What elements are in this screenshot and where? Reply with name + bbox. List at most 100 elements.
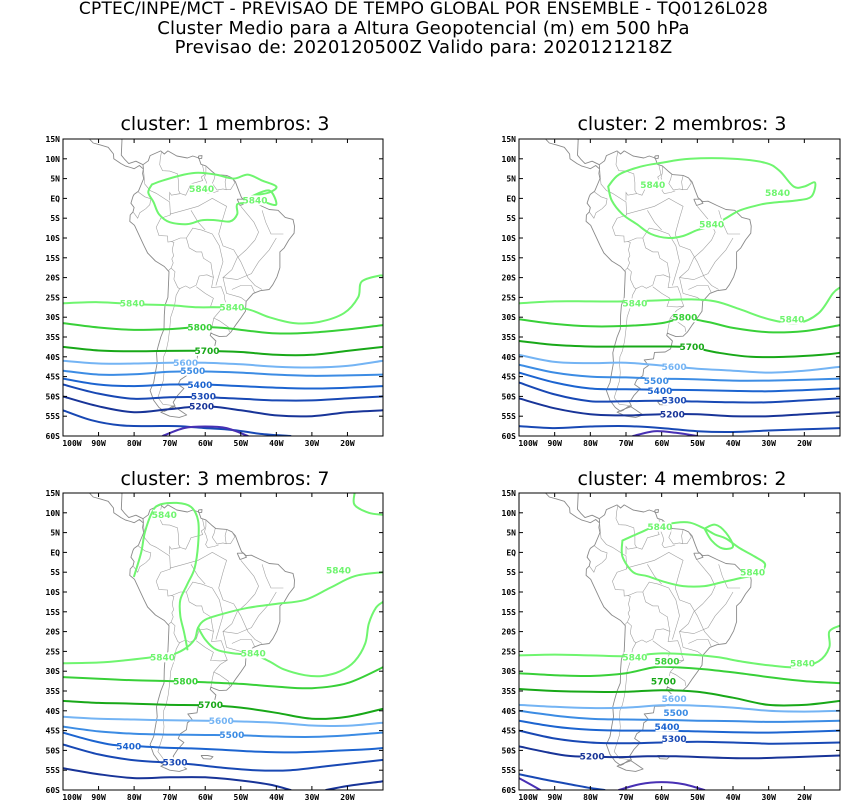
lat-tick-label: 40S	[502, 707, 517, 716]
lat-tick-label: 45S	[502, 727, 517, 736]
lon-tick-label: 50W	[690, 439, 705, 448]
lat-tick-label: 15S	[502, 254, 517, 263]
lat-tick-label: 15N	[46, 135, 61, 144]
contour-5400	[519, 371, 840, 393]
lon-tick-label: 100W	[62, 793, 81, 802]
header-line-2: Cluster Medio para a Altura Geopotencial…	[157, 18, 690, 39]
coastline-trinidad	[654, 155, 659, 159]
country-border	[647, 210, 662, 231]
country-border	[678, 560, 734, 634]
contour-label-bg	[623, 298, 647, 309]
lat-tick-label: 20S	[502, 274, 517, 283]
contour-label-5800: 5800	[654, 658, 679, 668]
lon-tick-label: 100W	[62, 439, 81, 448]
lon-tick-label: 70W	[619, 439, 634, 448]
contour-label-bg	[680, 341, 704, 352]
contour-5840	[197, 600, 383, 678]
contour-label-5500: 5500	[180, 367, 205, 377]
lon-tick-label: 30W	[761, 793, 776, 802]
contour-label-5800: 5800	[173, 677, 198, 687]
contour-5500	[63, 369, 383, 377]
lon-tick-label: 70W	[619, 793, 634, 802]
lat-tick-label: 60S	[502, 432, 517, 441]
lon-tick-label: 80W	[127, 793, 142, 802]
country-border	[222, 277, 247, 302]
contour-label-5300: 5300	[662, 397, 687, 407]
contour-label-5600: 5600	[173, 359, 198, 369]
coastline-central-america	[576, 139, 600, 166]
contour-5800	[63, 666, 383, 690]
lat-tick-label: 25S	[502, 647, 517, 656]
contour-5200	[63, 395, 383, 418]
contour-5400	[63, 731, 383, 754]
contour-label-5200: 5200	[660, 411, 685, 421]
lat-tick-label: 20S	[502, 628, 517, 637]
country-border	[688, 639, 712, 648]
contour-5400	[519, 719, 840, 734]
lon-tick-label: 20W	[797, 793, 812, 802]
country-border	[159, 151, 181, 201]
map-frame	[62, 492, 384, 791]
contour-5300	[63, 409, 292, 436]
country-border	[678, 206, 734, 280]
lat-tick-label: 20S	[46, 274, 61, 283]
country-border	[647, 564, 662, 585]
country-border	[157, 288, 180, 407]
contour-label-bg	[791, 658, 815, 669]
contour-label-5400: 5400	[187, 381, 212, 391]
country-border	[211, 174, 227, 191]
contour-label-bg	[243, 195, 267, 206]
panel-4-title: cluster: 4 membros: 2	[577, 468, 787, 490]
contour-label-5840: 5840	[189, 185, 214, 195]
lat-tick-label: 10S	[502, 234, 517, 243]
lat-tick-label: 50S	[502, 392, 517, 401]
lon-tick-label: 70W	[162, 439, 177, 448]
panel-2-title: cluster: 2 membros: 3	[577, 113, 787, 135]
lat-tick-label: 25S	[502, 293, 517, 302]
contour-label-bg	[191, 391, 215, 402]
contour-label-5700: 5700	[679, 343, 704, 353]
lat-tick-label: 55S	[46, 412, 61, 421]
contour-label-5840: 5840	[152, 511, 177, 521]
coastline-central-america-pacific	[544, 139, 600, 170]
contour-label-bg	[648, 385, 672, 396]
contour-label-bg	[152, 509, 176, 520]
country-border	[231, 285, 256, 294]
contour-label-bg	[651, 676, 675, 687]
lat-tick-label: 50S	[46, 392, 61, 401]
country-border	[625, 198, 684, 235]
country-border	[190, 210, 206, 231]
contour-label-5300: 5300	[191, 393, 216, 403]
contour-label-5600: 5600	[662, 695, 687, 705]
contour-5800	[519, 665, 840, 685]
contour-label-bg	[188, 379, 212, 390]
country-border	[133, 191, 152, 219]
lat-tick-label: 40S	[502, 353, 517, 362]
lon-tick-label: 60W	[198, 439, 213, 448]
lat-tick-label: 5S	[50, 214, 60, 223]
contour-label-bg	[199, 699, 223, 710]
country-border	[612, 568, 631, 626]
contour-5840	[352, 493, 383, 516]
country-border	[226, 177, 236, 190]
panel-1-title: cluster: 1 membros: 3	[120, 113, 330, 135]
lon-tick-label: 50W	[234, 793, 249, 802]
contour-label-5600: 5600	[662, 363, 687, 373]
lat-tick-label: EQ	[506, 548, 516, 557]
figure-header: CPTEC/INPE/MCT - PREVISAO DE TEMPO GLOBA…	[0, 0, 847, 57]
contour-label-bg	[220, 302, 244, 313]
lat-tick-label: EQ	[506, 194, 516, 203]
country-border	[642, 227, 680, 286]
country-border	[169, 552, 227, 589]
contour-label-5200: 5200	[189, 403, 214, 413]
contour-5840	[63, 571, 383, 665]
lat-tick-label: 10N	[46, 509, 61, 518]
header-line-1: CPTEC/INPE/MCT - PREVISAO DE TEMPO GLOBA…	[78, 0, 769, 19]
lon-tick-label: 100W	[518, 793, 537, 802]
contour-label-bg	[662, 733, 686, 744]
contour-label-5700: 5700	[651, 677, 676, 687]
lat-tick-label: 40S	[46, 707, 61, 716]
lat-tick-label: 5N	[506, 529, 516, 538]
lon-tick-label: 20W	[340, 439, 355, 448]
